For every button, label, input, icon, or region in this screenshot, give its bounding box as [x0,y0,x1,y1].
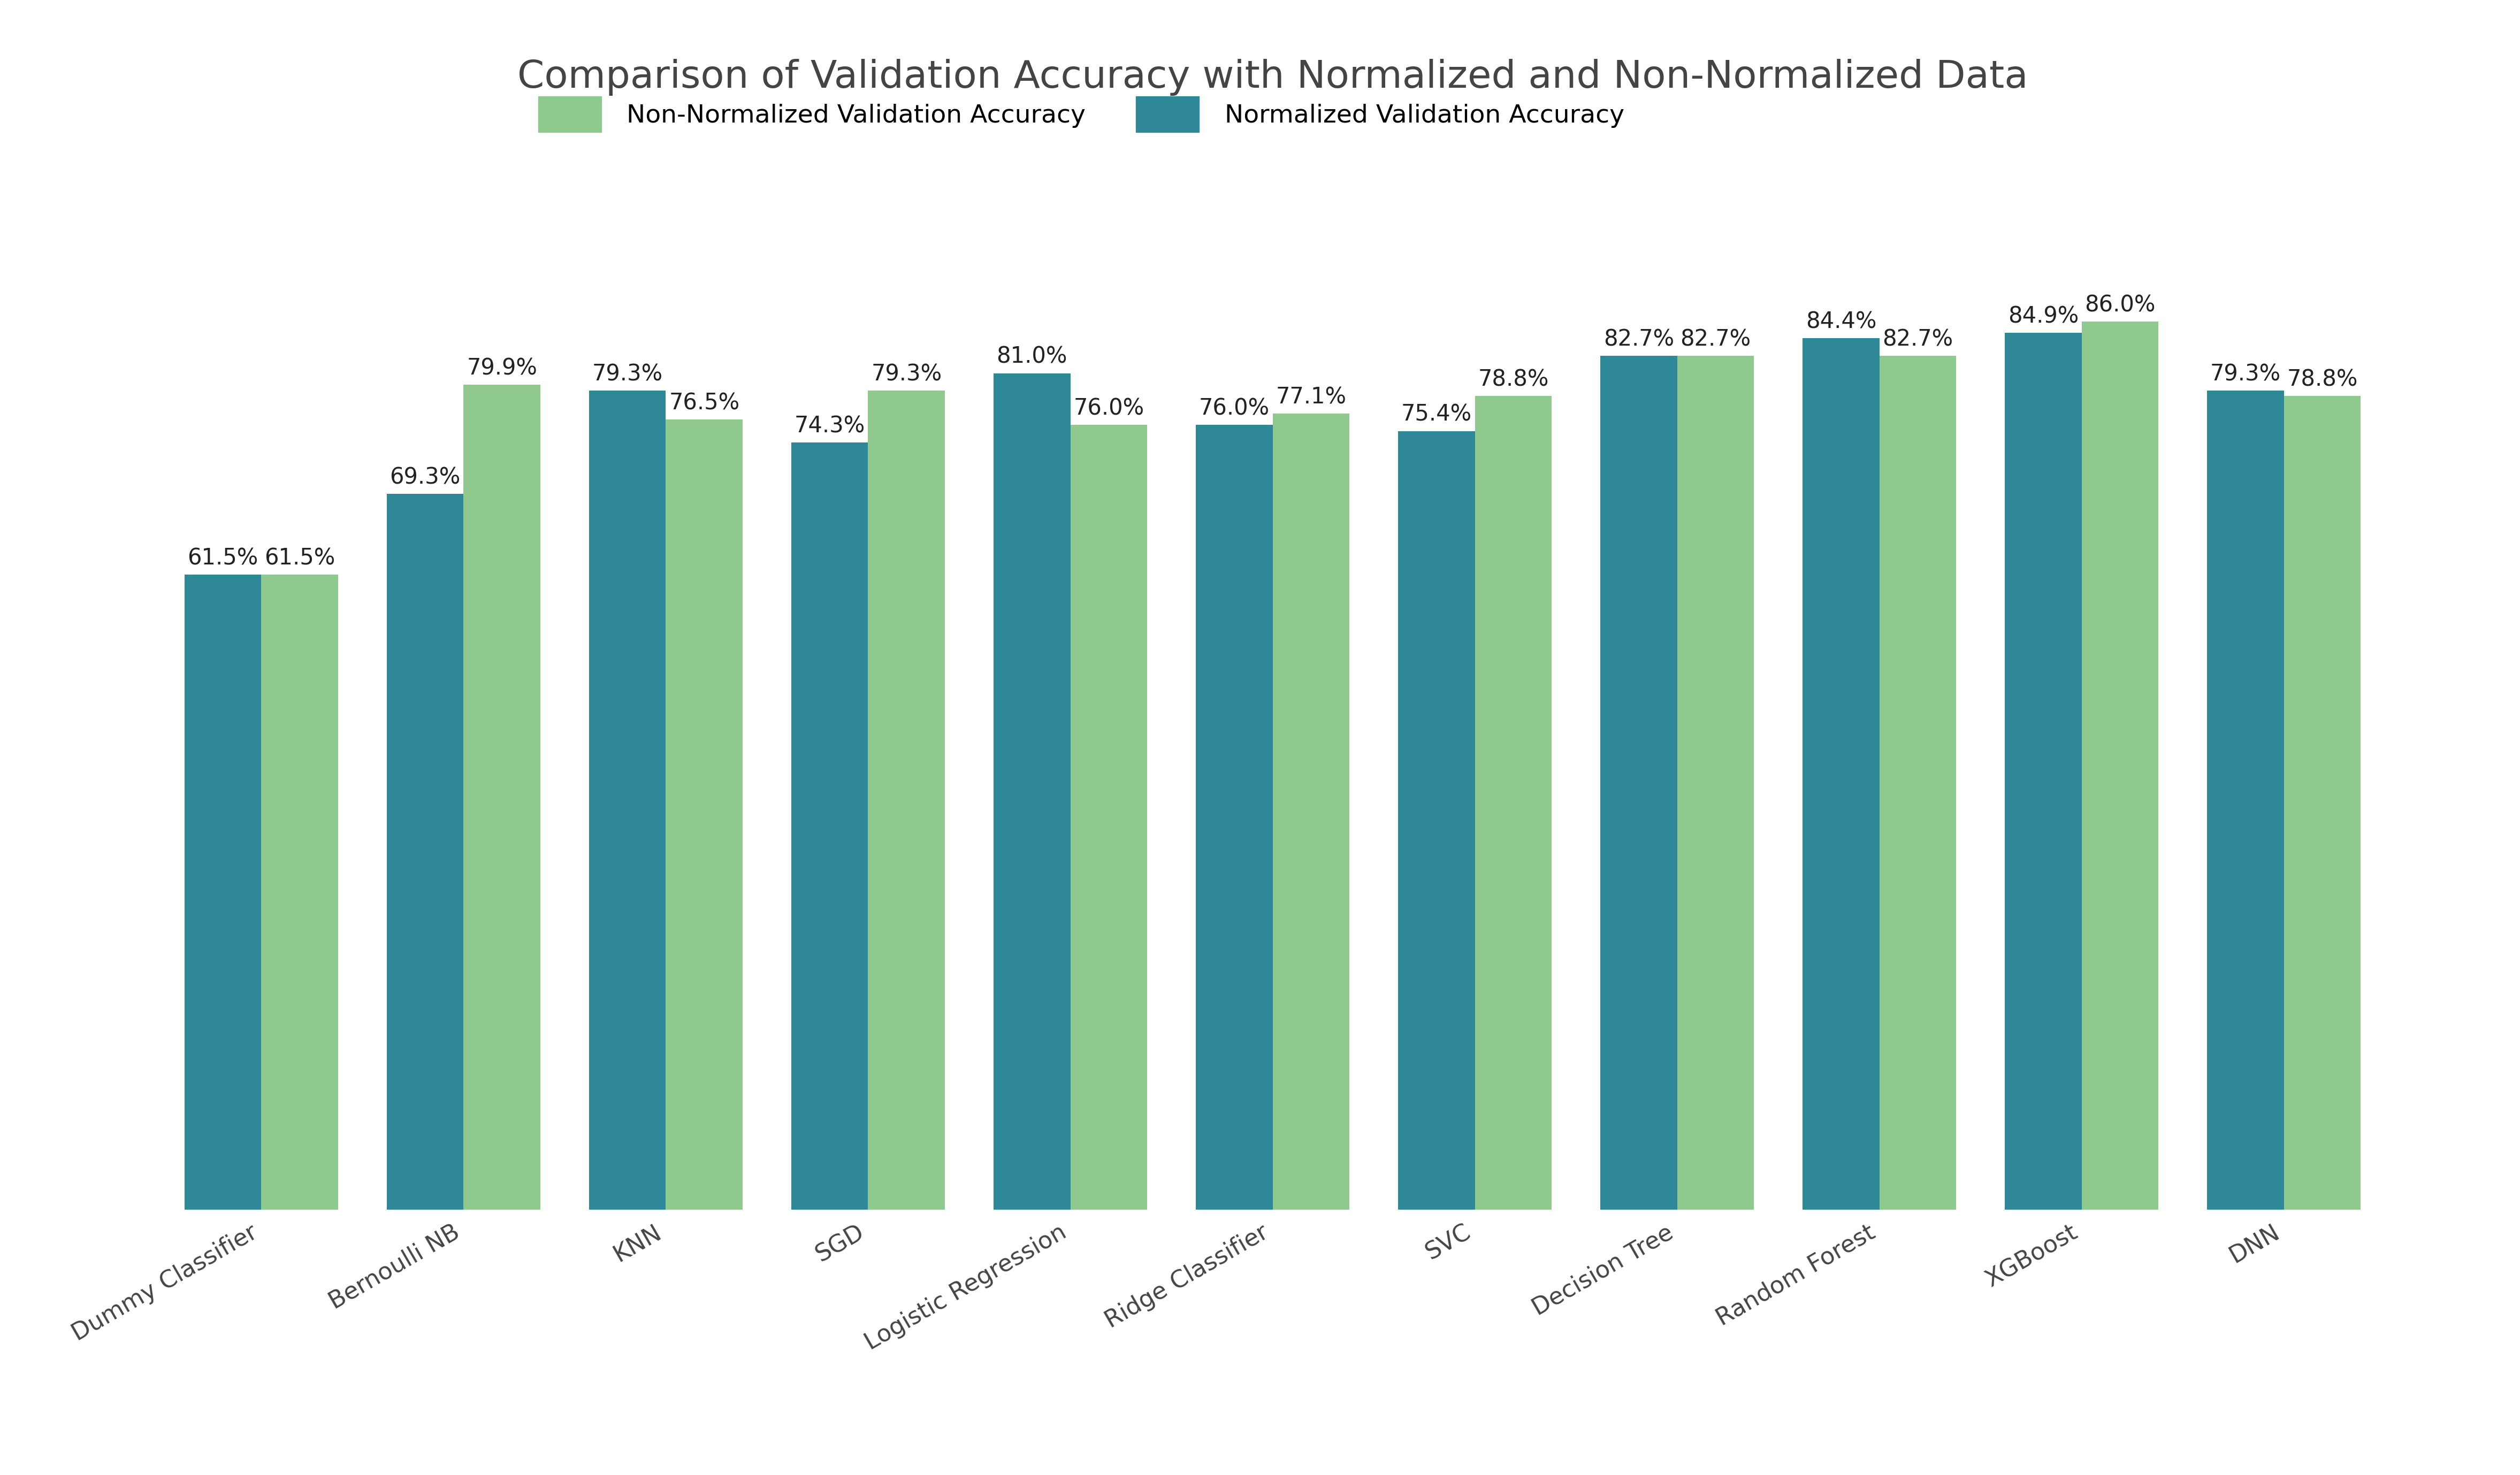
Bar [791,442,867,1210]
Text: 79.3%: 79.3% [2210,363,2281,385]
Bar [2006,333,2082,1210]
Text: 84.9%: 84.9% [2008,305,2079,327]
Bar [2208,391,2283,1210]
Bar [867,391,945,1210]
Text: 77.1%: 77.1% [1275,386,1346,409]
Text: 84.4%: 84.4% [1804,310,1877,333]
Bar [993,373,1071,1210]
Text: 74.3%: 74.3% [794,414,864,437]
Bar [184,574,262,1210]
Bar [386,494,464,1210]
Text: 75.4%: 75.4% [1401,403,1472,426]
Bar [1194,425,1273,1210]
Text: 78.8%: 78.8% [2288,369,2359,391]
Bar [262,574,338,1210]
Bar [2283,395,2361,1210]
Text: 69.3%: 69.3% [391,466,461,488]
Bar [665,420,743,1210]
Bar [1474,395,1552,1210]
Text: 82.7%: 82.7% [1681,327,1751,351]
Bar [1600,355,1678,1210]
Bar [1678,355,1754,1210]
Text: 86.0%: 86.0% [2084,294,2155,317]
Text: 82.7%: 82.7% [1882,327,1953,351]
Title: Comparison of Validation Accuracy with Normalized and Non-Normalized Data: Comparison of Validation Accuracy with N… [517,59,2029,96]
Legend: Non-Normalized Validation Accuracy, Normalized Validation Accuracy: Non-Normalized Validation Accuracy, Norm… [527,87,1635,143]
Text: 76.0%: 76.0% [1074,397,1144,420]
Text: 61.5%: 61.5% [186,547,257,569]
Bar [1399,431,1474,1210]
Text: 79.3%: 79.3% [872,363,942,385]
Text: 61.5%: 61.5% [265,547,335,569]
Text: 76.0%: 76.0% [1200,397,1270,420]
Text: 76.5%: 76.5% [668,392,738,414]
Text: 78.8%: 78.8% [1477,369,1550,391]
Text: 79.3%: 79.3% [592,363,663,385]
Bar [2082,322,2160,1210]
Bar [1802,338,1880,1210]
Text: 82.7%: 82.7% [1603,327,1673,351]
Text: 79.9%: 79.9% [466,357,537,379]
Text: 81.0%: 81.0% [995,345,1068,369]
Bar [590,391,665,1210]
Bar [1071,425,1147,1210]
Bar [1880,355,1956,1210]
Bar [464,385,539,1210]
Bar [1273,413,1351,1210]
